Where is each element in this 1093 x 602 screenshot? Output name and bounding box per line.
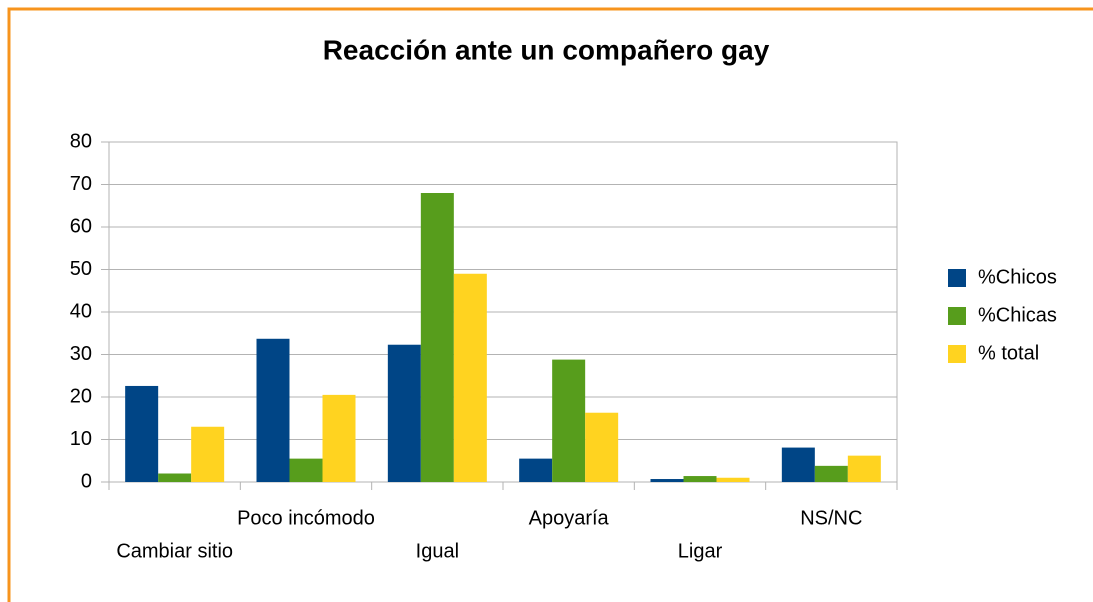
y-tick-label: 30 [70,343,92,365]
x-tick-label: Apoyaría [529,507,610,529]
x-tick-label: Igual [416,540,459,562]
y-tick-label: 40 [70,300,92,322]
chart-title: Reacción ante un compañero gay [323,34,770,65]
x-tick-label: Cambiar sitio [116,540,233,562]
bar [420,193,454,482]
y-tick-label: 50 [70,258,92,280]
legend-swatch [948,307,966,325]
y-tick-label: 60 [70,215,92,237]
y-tick-label: 80 [70,130,92,152]
legend-swatch [948,345,966,363]
bar [125,385,159,482]
bar [847,455,881,482]
bar [552,359,586,482]
bar [191,426,225,482]
bar [585,412,619,482]
frame [7,7,1093,602]
bar [650,479,684,482]
bar [781,447,815,482]
bar [158,473,192,482]
bar [814,465,848,482]
bar [453,273,487,482]
bar [716,477,750,482]
bar [387,344,421,482]
y-tick-label: 20 [70,385,92,407]
y-tick-label: 70 [70,173,92,195]
y-tick-label: 10 [70,428,92,450]
legend-label: % total [978,342,1039,364]
legend-label: %Chicas [978,304,1057,326]
legend-label: %Chicos [978,266,1057,288]
bar [683,476,717,482]
bar [519,458,553,482]
x-tick-label: Ligar [678,540,723,562]
legend-swatch [948,269,966,287]
bar [322,394,356,482]
x-tick-label: NS/NC [800,507,862,529]
y-tick-label: 0 [81,470,92,492]
bar [289,458,323,482]
bar [256,338,290,482]
x-tick-label: Poco incómodo [237,507,375,529]
